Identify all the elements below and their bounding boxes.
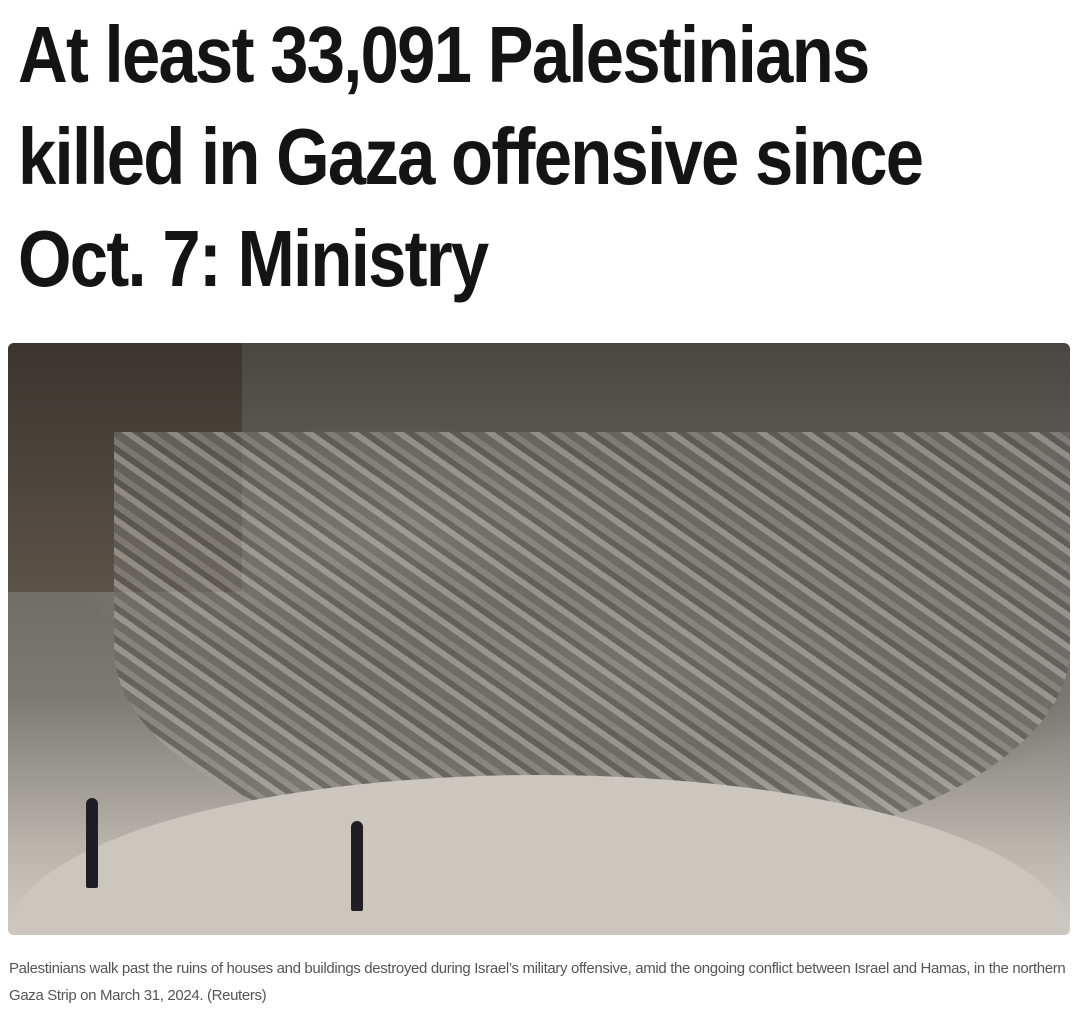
- article-photo: [8, 343, 1070, 935]
- headline-line: Oct. 7: Ministry: [18, 214, 489, 303]
- headline-line: At least 33,091 Palestinians: [18, 10, 870, 99]
- headline-line: killed in Gaza offensive since: [18, 112, 924, 201]
- person-walking: [86, 798, 98, 888]
- photo-caption: Palestinians walk past the ruins of hous…: [9, 960, 1066, 1004]
- person-walking: [351, 821, 363, 911]
- headline: At least 33,091 Palestinians killed in G…: [18, 4, 1070, 310]
